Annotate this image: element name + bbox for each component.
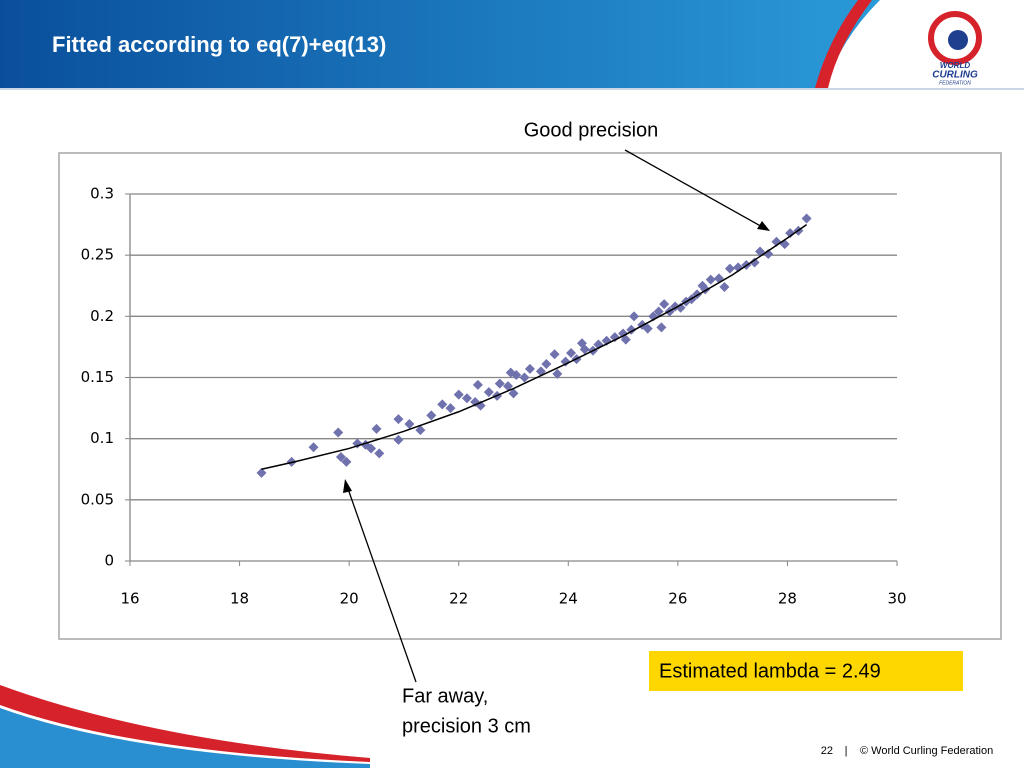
point: [505, 367, 516, 378]
annotation: Far away,: [402, 685, 488, 707]
y-tick-label: 0: [104, 552, 114, 570]
logo-text: CURLING: [932, 70, 978, 81]
point: [552, 368, 563, 379]
y-tick-label: 0.25: [81, 246, 114, 264]
annotation: Good precision: [524, 119, 659, 141]
point: [801, 213, 812, 224]
x-tick-label: 24: [559, 590, 578, 608]
point: [749, 257, 760, 268]
point: [341, 456, 352, 467]
x-tick-label: 16: [120, 590, 139, 608]
x-tick-label: 26: [668, 590, 687, 608]
footer-swoosh: [0, 685, 370, 762]
lambda-box: [649, 651, 963, 691]
x-tick-label: 20: [340, 590, 359, 608]
chart-frame: [58, 152, 1002, 640]
point: [374, 448, 385, 459]
point: [763, 248, 774, 259]
footer-text: © World Curling Federation: [860, 745, 993, 757]
point: [609, 332, 620, 343]
arrow: [624, 149, 767, 230]
point: [653, 306, 664, 317]
logo-ring: [928, 11, 982, 65]
point: [371, 423, 382, 434]
point: [642, 323, 653, 334]
logo-text: WORLD: [940, 61, 970, 70]
point: [333, 427, 344, 438]
point: [308, 442, 319, 453]
point: [579, 344, 590, 355]
y-tick-label: 0.2: [90, 307, 114, 325]
header-swoosh: [815, 0, 872, 88]
arrowhead: [343, 479, 352, 493]
arrowhead: [757, 221, 770, 231]
point: [508, 388, 519, 399]
logo: WORLD CURLING FEDERATION: [928, 11, 982, 86]
x-tick-label: 30: [887, 590, 906, 608]
point: [566, 348, 577, 359]
x-tick-label: 28: [778, 590, 797, 608]
y-tick-label: 0.1: [90, 429, 114, 447]
point: [503, 381, 514, 392]
y-tick-label: 0.05: [81, 490, 114, 508]
point: [461, 393, 472, 404]
point: [724, 263, 735, 274]
plot: 0 0.05 0.1 0.15 0.2 0.25 0.3 16 18 20 22 24 26 28 30: [81, 185, 907, 608]
point: [659, 299, 670, 310]
point: [560, 356, 571, 367]
annotation: precision 3 cm: [402, 715, 531, 737]
point: [426, 410, 437, 421]
point: [656, 322, 667, 333]
point: [404, 418, 415, 429]
point: [437, 399, 448, 410]
point: [393, 434, 404, 445]
y-tick-label: 0.3: [90, 185, 114, 203]
point: [629, 311, 640, 322]
x-tick-label: 18: [230, 590, 249, 608]
point: [445, 403, 456, 414]
footer-swoosh: [0, 708, 370, 768]
point: [256, 467, 267, 478]
arrow: [346, 485, 417, 683]
point: [549, 349, 560, 360]
footer-separator: |: [845, 745, 848, 757]
fit-line: [261, 223, 808, 470]
point: [675, 302, 686, 313]
point: [785, 228, 796, 239]
logo-core: [948, 30, 968, 50]
point: [483, 387, 494, 398]
point: [620, 334, 631, 345]
point: [524, 363, 535, 374]
point: [415, 425, 426, 436]
point: [719, 281, 730, 292]
point: [705, 274, 716, 285]
point: [453, 389, 464, 400]
slide-title: Fitted according to eq(7)+eq(13): [52, 32, 386, 57]
x-tick-label: 22: [449, 590, 468, 608]
point: [472, 379, 483, 390]
point: [494, 378, 505, 389]
lambda-text: Estimated lambda = 2.49: [659, 660, 881, 682]
point: [393, 414, 404, 425]
logo-text: FEDERATION: [939, 80, 971, 86]
page-number: 22: [821, 745, 833, 757]
y-tick-label: 0.15: [81, 368, 114, 386]
point: [335, 452, 346, 463]
point: [541, 359, 552, 370]
header-bar: [0, 0, 880, 88]
point: [511, 370, 522, 381]
point: [366, 443, 377, 454]
point: [519, 372, 530, 383]
